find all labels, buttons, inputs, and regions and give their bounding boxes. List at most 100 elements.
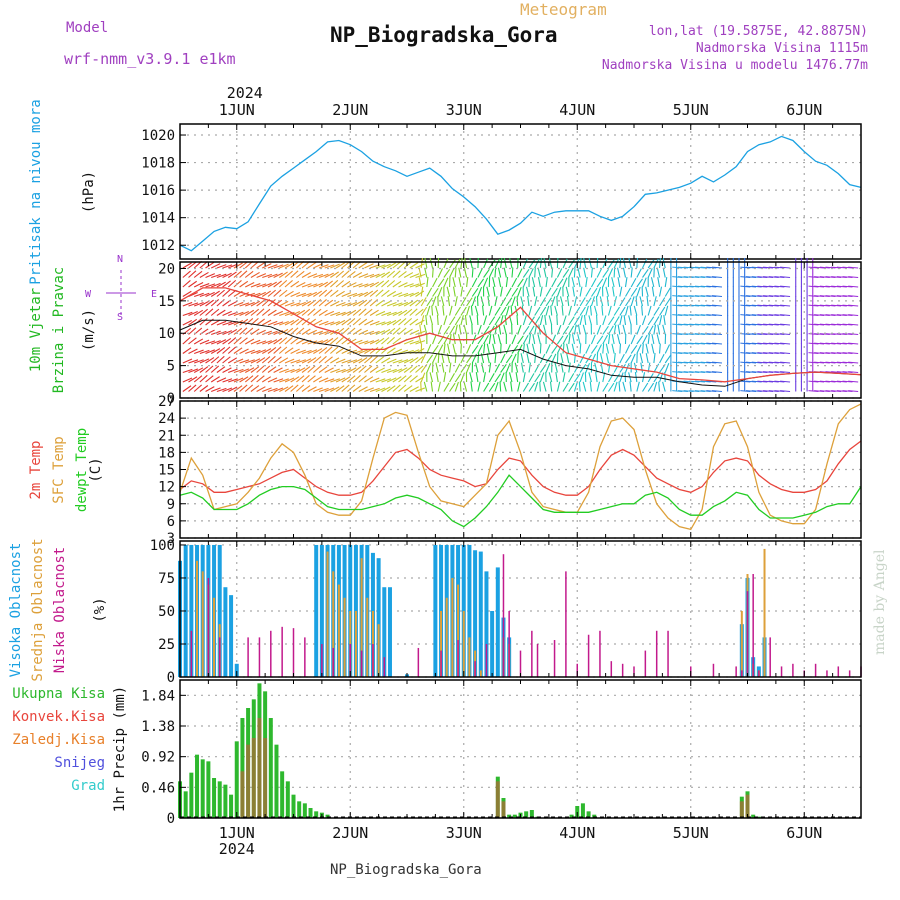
wind-barb [596, 381, 601, 392]
wind-barb [284, 336, 293, 345]
wind-barb [307, 308, 316, 316]
wind-barb [526, 343, 530, 354]
cloud-bar-0 [484, 571, 489, 677]
y-tick-label-temperature: 27 [158, 394, 175, 410]
wind-barb [341, 368, 352, 374]
wind-barb [471, 287, 479, 297]
wind-barb [290, 384, 299, 392]
wind-barb [415, 319, 425, 326]
wind-barb [483, 334, 489, 345]
wind-barb [352, 366, 362, 373]
wind-barb [664, 362, 670, 373]
wind-barb [233, 319, 244, 326]
wind-barb [619, 372, 624, 383]
wind-barb [548, 258, 553, 269]
precip-bar-0 [229, 794, 234, 818]
wind-barb [848, 285, 859, 288]
wind-barb [647, 382, 655, 392]
wind-barb [432, 353, 438, 364]
wind-barb [335, 368, 346, 374]
wind-barb [216, 281, 226, 288]
wind-barb [602, 325, 609, 335]
wind-barb [432, 277, 438, 288]
wind-barb [622, 381, 627, 392]
wind-barb [658, 315, 663, 326]
wind-barb [318, 330, 329, 336]
wind-barb [222, 321, 233, 326]
precip-bar-0 [592, 814, 597, 818]
wind-barb [335, 385, 345, 392]
wind-barb [488, 362, 492, 373]
wind-barb [193, 375, 203, 383]
wind-barb [284, 377, 295, 383]
wind-barb [324, 337, 334, 345]
wind-barb [566, 343, 570, 354]
wind-barb [430, 381, 434, 392]
wind-barb [318, 387, 329, 393]
wind-barb [330, 357, 340, 364]
wind-barb [658, 343, 661, 354]
wind-barb [244, 327, 254, 335]
wind-barb [381, 328, 391, 335]
wind-barb [335, 327, 345, 335]
wind-barb [239, 318, 249, 326]
wind-barb [452, 343, 456, 354]
wind-barb [585, 344, 591, 354]
wind-barb [520, 353, 524, 364]
wind-barb [262, 263, 272, 269]
wind-barb [244, 309, 255, 316]
wind-barb [554, 362, 558, 373]
wind-barb [301, 366, 311, 373]
wind-barb [477, 352, 480, 364]
wind-barb [284, 301, 295, 307]
wind-barb [244, 318, 254, 326]
wind-barb [571, 343, 575, 354]
wind-barb [556, 324, 562, 335]
wind-barb [639, 353, 644, 364]
wind-barb [499, 381, 502, 392]
wind-barb [711, 304, 723, 307]
wind-barb [477, 344, 483, 354]
wind-barb [364, 282, 374, 288]
wind-barb [466, 344, 472, 354]
wind-barb [415, 356, 424, 364]
wind-barb [534, 306, 541, 316]
wind-barb [545, 363, 551, 373]
wind-barb [454, 258, 461, 269]
wind-barb [392, 280, 402, 288]
wind-barb [358, 308, 367, 316]
wind-barb [262, 348, 272, 354]
wind-barb [227, 346, 237, 354]
wind-barb [386, 311, 397, 317]
wind-barb [222, 356, 231, 364]
wind-barb [369, 355, 378, 364]
wind-barb [582, 324, 587, 335]
wind-barb [568, 305, 572, 316]
wind-barb [324, 280, 334, 288]
wind-barb [313, 376, 323, 383]
wind-barb [528, 334, 531, 345]
wind-barb [228, 368, 238, 374]
wind-barb [556, 314, 558, 326]
wind-barb [488, 268, 495, 278]
wind-barb [290, 348, 300, 354]
wind-barb [239, 337, 248, 345]
wind-barb [585, 297, 592, 307]
wind-barb [848, 361, 859, 364]
wind-barb [284, 368, 295, 374]
wind-barb [500, 372, 505, 383]
wind-barb [290, 280, 300, 288]
wind-barb [780, 314, 791, 317]
wind-barb [324, 264, 335, 269]
y-tick-label-precip: 1.38 [141, 719, 175, 735]
wind-barb [505, 344, 511, 354]
wind-barb [296, 367, 306, 373]
wind-barb [205, 299, 214, 307]
cloud-bar-2 [735, 666, 737, 677]
wind-barb [459, 381, 462, 392]
wind-barb [375, 299, 385, 307]
wind-barb [568, 334, 571, 345]
wind-barb [301, 283, 312, 288]
wind-barb [341, 292, 352, 298]
top-year-label: 2024 [227, 84, 263, 102]
